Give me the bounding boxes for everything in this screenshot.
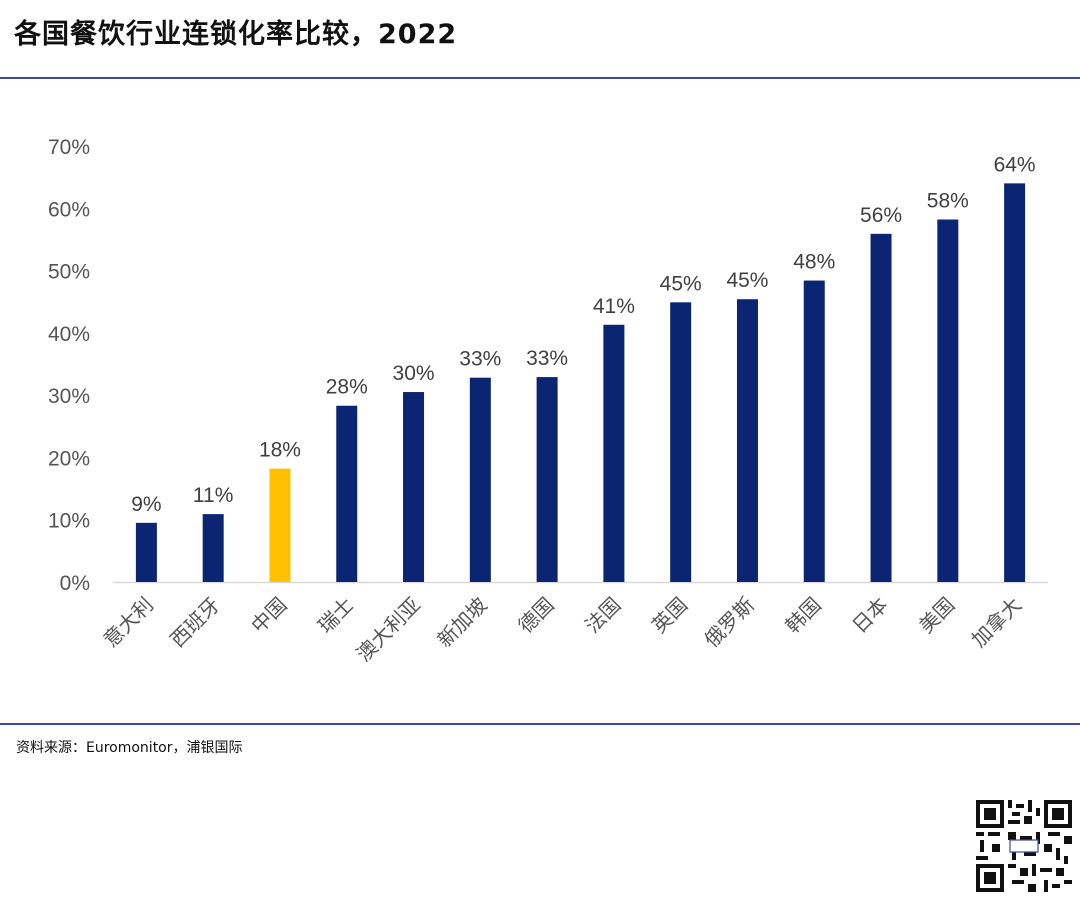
data-label: 41% (593, 295, 635, 318)
y-tick-label: 30% (48, 385, 90, 408)
x-tick-label: 美国 (914, 593, 959, 638)
data-label: 9% (131, 493, 161, 516)
data-label: 11% (193, 484, 233, 507)
x-tick-label: 瑞士 (313, 593, 358, 638)
x-tick-label: 加拿大 (967, 593, 1026, 652)
bar-12 (937, 219, 959, 583)
bar-6 (536, 377, 558, 582)
bar-11 (870, 233, 892, 582)
top-divider (0, 77, 1080, 79)
data-label: 30% (393, 362, 435, 385)
x-tick-label: 德国 (513, 593, 558, 638)
bar-3 (336, 405, 358, 582)
bar-1 (202, 514, 224, 582)
x-tick-label: 俄罗斯 (700, 593, 759, 652)
x-tick-label: 韩国 (781, 593, 826, 638)
y-tick-label: 60% (48, 198, 90, 221)
x-tick-label: 法国 (580, 593, 625, 638)
data-label: 33% (526, 347, 568, 370)
data-label: 28% (326, 376, 368, 399)
bar-10 (803, 280, 825, 582)
data-label: 56% (860, 204, 902, 227)
source-note: 资料来源：Euromonitor，浦银国际 (16, 740, 243, 756)
y-tick-label: 50% (48, 261, 90, 284)
y-tick-label: 70% (48, 136, 90, 159)
chart-title: 各国餐饮行业连锁化率比较，2022 (14, 19, 458, 50)
data-label: 45% (726, 269, 768, 292)
data-labels: 9% 11% 18% 28% 30% 33% 33% 41% 45% 45% 48% 56% 58% 64… (131, 153, 1035, 515)
y-tick-label: 0% (60, 572, 90, 595)
y-tick-label: 20% (48, 447, 90, 470)
bar-2 (269, 468, 291, 582)
y-tick-label: 10% (48, 510, 90, 533)
x-tick-label: 意大利 (99, 593, 158, 652)
bar-0 (135, 522, 157, 582)
bottom-divider (0, 723, 1080, 725)
data-label: 18% (259, 439, 301, 462)
x-tick-label: 日本 (847, 593, 892, 638)
data-label: 58% (927, 189, 969, 212)
data-label: 64% (994, 153, 1036, 176)
data-label: 45% (660, 272, 702, 295)
qr-code-image (976, 800, 1072, 892)
x-tick-label: 新加坡 (432, 593, 491, 652)
bar-4 (403, 392, 425, 582)
bar-chart: 0% 10% 20% 30% 40% 50% 60% 70% 9% 11% 18% 28% 30% 33… (48, 136, 1048, 667)
data-label: 33% (459, 348, 501, 371)
bar-9 (736, 299, 758, 582)
data-label: 48% (793, 251, 835, 274)
y-tick-label: 40% (48, 323, 90, 346)
bar-7 (603, 324, 625, 582)
x-tick-label: 澳大利亚 (352, 593, 426, 667)
y-axis: 0% 10% 20% 30% 40% 50% 60% 70% (48, 136, 90, 595)
bar-5 (469, 377, 491, 582)
x-tick-label: 西班牙 (165, 593, 224, 652)
bar-13 (1004, 183, 1026, 582)
bar-8 (670, 302, 692, 582)
x-tick-label: 英国 (647, 593, 692, 638)
x-tick-label: 中国 (246, 593, 291, 638)
bar-series (135, 183, 1026, 583)
